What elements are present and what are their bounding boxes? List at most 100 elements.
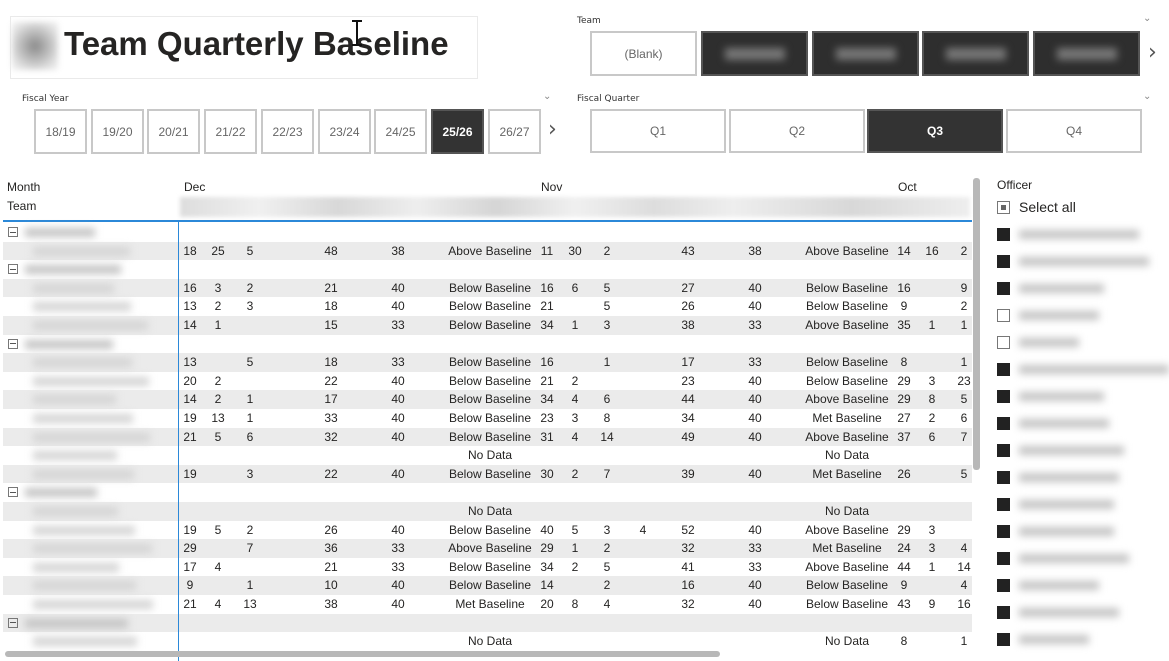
collapse-icon[interactable] [8,617,18,628]
officer-option[interactable] [997,496,1167,514]
team-name-blurred [33,358,132,368]
horizontal-scrollbar[interactable] [5,651,720,657]
officer-option[interactable] [997,334,1167,352]
value-cell: 29 [897,392,911,407]
row-header-divider [178,221,179,661]
team-option-button[interactable]: (Blank) [590,31,697,76]
fiscal-year-button[interactable]: 25/26 [431,109,484,154]
value-cell: 38 [324,597,338,611]
value-cell: 16 [897,280,911,295]
group-row[interactable] [3,613,972,633]
officer-option[interactable] [997,253,1167,271]
team-option-button[interactable] [812,31,919,76]
officer-option[interactable] [997,469,1167,487]
officer-option[interactable] [997,388,1167,406]
value-cell: 33 [748,355,762,370]
baseline-status: Below Baseline [805,299,889,314]
fiscal-year-button[interactable]: 20/21 [147,109,200,154]
checkbox[interactable] [997,417,1010,430]
checkbox[interactable] [997,282,1010,295]
checkbox[interactable] [997,201,1010,214]
team-option-button[interactable] [1033,31,1140,76]
value-cell: 18 [183,243,197,258]
group-row[interactable] [3,483,972,502]
fiscal-quarter-button[interactable]: Q3 [867,109,1003,153]
select-all-label: Select all [1019,199,1076,215]
officer-option[interactable] [997,361,1169,379]
officer-option[interactable] [997,307,1167,325]
value-cell: 34 [540,392,554,407]
checkbox[interactable] [997,390,1010,403]
chevron-down-icon[interactable]: ⌄ [1143,13,1152,24]
officer-option[interactable] [997,280,1167,298]
chevron-right-icon[interactable]: › [1148,40,1157,65]
value-cell: 32 [681,597,695,611]
select-all-checkbox[interactable]: Select all [997,199,1167,217]
fiscal-year-button[interactable]: 24/25 [374,109,427,154]
checkbox[interactable] [997,606,1010,619]
value-cell: 21 [183,597,197,611]
baseline-status: No Data [824,448,870,463]
chevron-right-icon[interactable]: › [548,117,557,142]
value-cell: 31 [540,429,554,444]
checkbox[interactable] [997,498,1010,511]
team-option-button[interactable] [701,31,808,76]
checkbox[interactable] [997,336,1010,349]
checkbox[interactable] [997,444,1010,457]
fiscal-year-button[interactable]: 18/19 [34,109,87,154]
chevron-down-icon[interactable]: ⌄ [543,91,552,102]
team-name-blurred [33,544,152,554]
fiscal-year-button[interactable]: 26/27 [488,109,541,154]
checkbox[interactable] [997,228,1010,241]
value-cell: 1 [960,634,968,649]
baseline-status: Below Baseline [805,280,889,295]
officer-option[interactable] [997,415,1167,433]
checkbox[interactable] [997,633,1010,646]
value-cell: 6 [246,429,254,444]
fiscal-quarter-button[interactable]: Q4 [1006,109,1142,153]
value-cell: 3 [214,280,222,295]
officer-option[interactable] [997,442,1167,460]
officer-option[interactable] [997,577,1167,595]
fiscal-year-button[interactable]: 23/24 [318,109,371,154]
group-row[interactable] [3,260,972,279]
checkbox[interactable] [997,552,1010,565]
baseline-status: Above Baseline [805,243,889,258]
chevron-down-icon[interactable]: ⌄ [1143,91,1152,102]
checkbox[interactable] [997,579,1010,592]
value-cell: 4 [639,522,647,537]
collapse-icon[interactable] [8,227,18,237]
checkbox[interactable] [997,255,1010,268]
team-option-button[interactable] [922,31,1029,76]
value-cell: 4 [960,578,968,593]
fiscal-quarter-button[interactable]: Q1 [590,109,726,153]
checkbox[interactable] [997,363,1010,376]
officer-option[interactable] [997,550,1167,568]
value-cell: 40 [748,299,762,314]
collapse-icon[interactable] [8,487,18,498]
value-cell: 2 [603,541,611,556]
baseline-status: No Data [467,504,513,518]
officer-option[interactable] [997,523,1167,541]
value-cell: 19 [183,411,197,425]
officer-option[interactable] [997,631,1167,649]
group-row[interactable] [3,335,972,354]
collapse-icon[interactable] [8,338,18,349]
fiscal-quarter-button[interactable]: Q2 [729,109,865,153]
value-cell: 20 [183,373,197,388]
vertical-scrollbar[interactable] [973,178,980,470]
row-header-team: Team [7,199,37,213]
officer-option[interactable] [997,226,1167,244]
group-row[interactable] [3,223,972,242]
checkbox[interactable] [997,471,1010,484]
fiscal-year-button[interactable]: 21/22 [204,109,257,154]
checkbox[interactable] [997,309,1010,322]
checkbox[interactable] [997,525,1010,538]
fiscal-year-button[interactable]: 19/20 [91,109,144,154]
collapse-icon[interactable] [8,264,18,275]
value-cell: 43 [897,597,911,611]
baseline-status: Below Baseline [448,280,532,295]
value-cell: 23 [540,411,554,425]
officer-option[interactable] [997,604,1167,622]
fiscal-year-button[interactable]: 22/23 [261,109,314,154]
